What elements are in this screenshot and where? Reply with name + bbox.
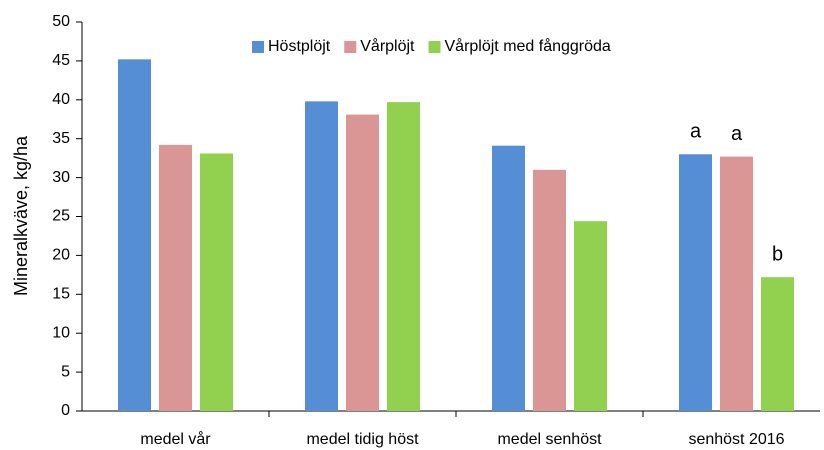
y-tick-label: 30 — [52, 169, 70, 186]
x-tick-label: medel vår — [140, 430, 211, 448]
x-tick-label: medel tidig höst — [306, 431, 419, 448]
y-tick-label: 25 — [52, 208, 70, 225]
legend-swatch — [428, 41, 441, 53]
bar — [159, 144, 192, 411]
bar — [492, 145, 525, 411]
legend-label: Höstplöjt — [268, 38, 331, 55]
bar — [679, 154, 712, 411]
y-tick-label: 0 — [61, 402, 70, 419]
legend-label: Vårplöjt — [360, 37, 415, 55]
x-tick-label: senhöst 2016 — [688, 431, 784, 448]
annotation: a — [731, 123, 743, 145]
y-tick-label: 15 — [52, 286, 70, 303]
bar — [305, 101, 338, 411]
x-tick-label: medel senhöst — [497, 431, 602, 448]
y-tick-label: 40 — [52, 91, 70, 108]
y-tick-label: 20 — [52, 247, 70, 264]
annotation: a — [690, 121, 702, 143]
bar — [761, 277, 794, 411]
y-tick-label: 5 — [61, 363, 70, 380]
y-tick-label: 45 — [52, 52, 70, 69]
bar — [118, 59, 151, 412]
y-tick-label: 10 — [52, 324, 70, 341]
y-tick-label: 50 — [52, 13, 70, 30]
bar — [720, 156, 753, 411]
legend-label: Vårplöjt med fånggröda — [445, 37, 611, 55]
bar — [346, 114, 379, 411]
y-tick-label: 35 — [52, 130, 70, 147]
y-axis-label: Mineralkväve, kg/ha — [11, 135, 31, 296]
legend-swatch — [252, 41, 264, 53]
bar — [574, 221, 607, 411]
annotation: b — [772, 243, 783, 265]
legend-swatch — [344, 41, 357, 53]
bar — [387, 102, 420, 411]
bar — [200, 153, 233, 411]
bar — [533, 169, 566, 411]
